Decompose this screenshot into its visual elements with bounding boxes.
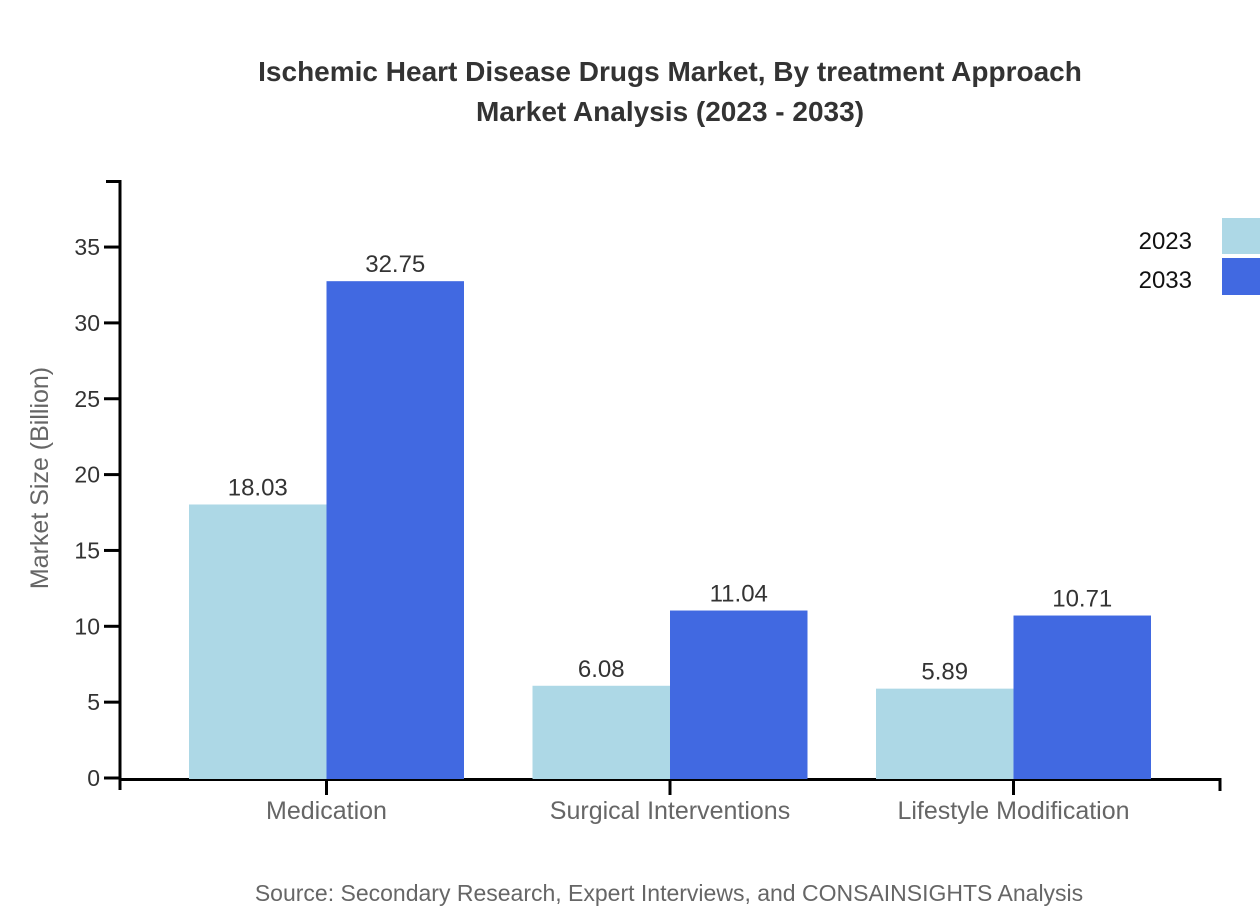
chart-title: Ischemic Heart Disease Drugs Market, By … <box>258 52 1082 132</box>
legend-label-2033: 2033 <box>1139 267 1192 294</box>
legend-label-2023: 2023 <box>1139 228 1192 255</box>
bar-2033 <box>670 610 808 779</box>
value-label: 18.03 <box>228 474 288 501</box>
chart-title-line2: Market Analysis (2023 - 2033) <box>475 96 865 127</box>
y-tick-label: 10 <box>74 613 100 639</box>
bar-2033 <box>326 281 464 779</box>
y-tick-label: 30 <box>74 310 100 336</box>
category-label: Surgical Interventions <box>550 797 790 825</box>
category-label: Medication <box>266 797 387 825</box>
y-tick-label: 5 <box>87 689 100 715</box>
value-label: 32.75 <box>365 251 425 278</box>
chart-title-line1: Ischemic Heart Disease Drugs Market, By … <box>258 56 1082 87</box>
y-tick-label: 35 <box>74 234 100 260</box>
bar-2033 <box>1013 615 1151 779</box>
y-tick-label: 20 <box>74 462 100 488</box>
bar-2023 <box>876 688 1014 779</box>
legend-swatch-2033 <box>1222 258 1260 295</box>
y-tick-label: 25 <box>74 386 100 412</box>
x-axis-line <box>118 778 1222 791</box>
bar-2023 <box>532 685 670 779</box>
value-label: 5.89 <box>921 659 968 686</box>
y-tick-label: 15 <box>74 537 100 563</box>
y-tick-label: 0 <box>87 765 100 791</box>
y-axis-line <box>106 180 122 790</box>
source-note: Source: Secondary Research, Expert Inter… <box>254 880 1084 906</box>
category-label: Lifestyle Modification <box>897 797 1129 825</box>
value-label: 6.08 <box>578 656 625 683</box>
value-label: 11.04 <box>710 581 768 608</box>
bar-2023 <box>189 504 327 779</box>
legend-swatch-2023 <box>1222 218 1260 254</box>
value-label: 10.71 <box>1052 586 1112 613</box>
